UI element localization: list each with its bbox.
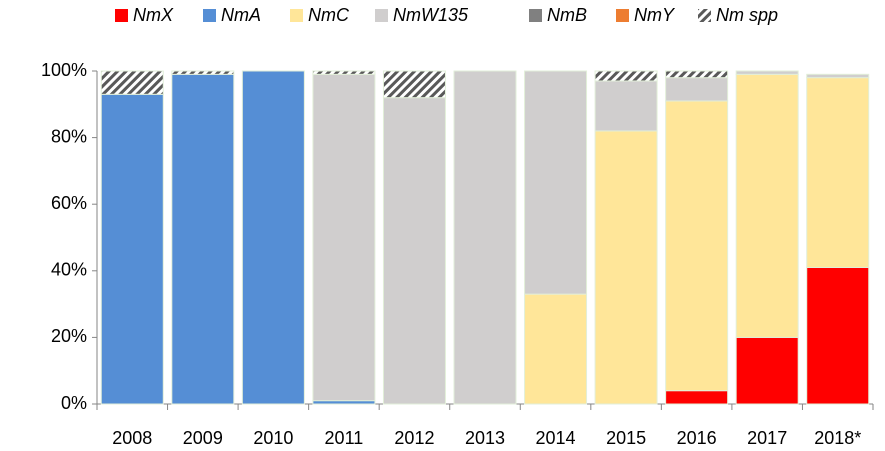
bar-segment xyxy=(312,70,376,75)
x-tick-label: 2009 xyxy=(183,428,223,448)
bar-segment xyxy=(594,70,658,82)
legend-label: NmY xyxy=(634,5,676,25)
legend-label: Nm spp xyxy=(716,5,778,25)
bar-segment xyxy=(594,80,658,132)
bar-segment xyxy=(806,77,870,268)
bar-segment xyxy=(382,70,446,99)
legend-label: NmB xyxy=(547,5,587,25)
legend-swatch xyxy=(290,9,303,22)
bar-segment xyxy=(735,73,799,338)
legend-swatch xyxy=(616,9,629,22)
x-tick-label: 2014 xyxy=(536,428,576,448)
bar-segment xyxy=(665,77,729,102)
bar-segment xyxy=(665,70,729,79)
legend-swatch xyxy=(375,9,388,22)
x-tick-label: 2015 xyxy=(606,428,646,448)
bar-segment xyxy=(524,293,588,405)
legend-swatch xyxy=(115,9,128,22)
legend-swatch xyxy=(203,9,216,22)
bar-segment xyxy=(594,130,658,405)
y-tick-label: 40% xyxy=(51,260,87,280)
bar-segment xyxy=(524,70,588,295)
bar-segment xyxy=(735,70,799,75)
x-tick-label: 2018* xyxy=(814,428,861,448)
x-tick-label: 2008 xyxy=(112,428,152,448)
bar-segment xyxy=(806,73,870,79)
bar-segment xyxy=(312,73,376,402)
x-tick-label: 2010 xyxy=(253,428,293,448)
bar-segment xyxy=(665,390,729,405)
bar-segment xyxy=(735,336,799,405)
y-tick-label: 100% xyxy=(41,60,87,80)
y-tick-label: 60% xyxy=(51,193,87,213)
y-tick-label: 0% xyxy=(61,393,87,413)
bar-segment xyxy=(453,70,517,405)
x-tick-label: 2012 xyxy=(394,428,434,448)
legend-label: NmW135 xyxy=(393,5,469,25)
bar-segment xyxy=(100,70,164,95)
legend-label: NmX xyxy=(133,5,174,25)
bar-segment xyxy=(171,70,235,75)
x-tick-label: 2011 xyxy=(325,428,364,448)
legend-label: NmA xyxy=(221,5,261,25)
legend-swatch xyxy=(698,9,711,22)
legend-label: NmC xyxy=(308,5,350,25)
bar-segment xyxy=(806,266,870,405)
x-tick-label: 2017 xyxy=(747,428,787,448)
bar-segment xyxy=(171,73,235,405)
y-tick-label: 80% xyxy=(51,126,87,146)
bar-segment xyxy=(665,100,729,392)
x-tick-label: 2013 xyxy=(465,428,505,448)
x-tick-label: 2016 xyxy=(677,428,717,448)
bar-segment xyxy=(100,93,164,405)
y-tick-label: 20% xyxy=(51,326,87,346)
legend-swatch xyxy=(529,9,542,22)
bar-segment xyxy=(241,70,305,405)
bar-segment xyxy=(382,97,446,405)
